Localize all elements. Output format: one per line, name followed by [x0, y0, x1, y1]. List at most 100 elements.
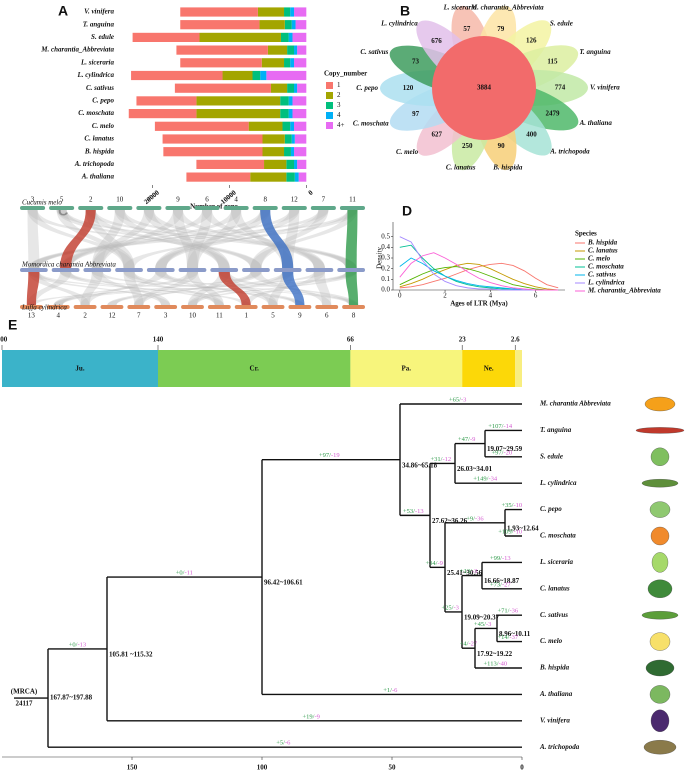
venn-value: 120: [403, 84, 414, 92]
synteny-link: [26, 272, 357, 305]
synteny-link: [218, 272, 278, 305]
synteny-link: [60, 272, 305, 305]
legend-label: 1: [337, 81, 341, 89]
chromosome-label: 1: [244, 312, 248, 320]
bar-segment: [128, 109, 197, 119]
bar-segment: [280, 96, 289, 106]
bar-segment: [294, 121, 307, 131]
gain-label: +9/: [466, 515, 475, 522]
node-age-label: 167.87~197.88: [50, 694, 93, 702]
bar-segment: [288, 96, 293, 106]
category-label: C. lanatus: [84, 135, 114, 143]
synteny-link: [28, 210, 329, 268]
chromosome: [242, 268, 270, 272]
chromosome-label: 5: [271, 312, 275, 320]
bar-segment: [270, 83, 288, 93]
bar-segment: [287, 45, 295, 55]
synteny-link: [28, 272, 171, 305]
loss-label: -19: [331, 452, 340, 459]
chromosome: [234, 305, 258, 309]
synteny-link: [123, 272, 224, 305]
venn-label: B. hispida: [492, 164, 523, 172]
bar-segment: [292, 32, 307, 42]
synteny-link: [80, 272, 167, 305]
chromosome: [223, 206, 249, 210]
venn-label: L. cylindrica: [380, 20, 418, 28]
synteny-link: [56, 210, 357, 268]
gain-label: +113/: [484, 660, 499, 667]
chromosome-label: 5: [60, 196, 64, 204]
gain-label: +99/: [490, 555, 502, 562]
synteny-link: [28, 210, 300, 268]
leaf-image: [651, 552, 669, 573]
y-tick-label: 0.1: [381, 275, 390, 283]
node-age-label: 16.66~18.87: [484, 577, 520, 585]
node-age-label: 26.03~34.01: [457, 465, 493, 473]
chromosome-label: 7: [322, 196, 326, 204]
gain-label: +107/: [488, 423, 503, 430]
leaf-name: T. anguina: [540, 426, 572, 434]
panel-label: A: [58, 3, 68, 19]
gain-label: +47/: [458, 436, 470, 443]
synteny-link: [114, 210, 357, 268]
chromosome: [310, 206, 336, 210]
timeline-tick-label: 66: [347, 336, 355, 344]
chromosome: [20, 268, 48, 272]
leaf-name: A. trichopoda: [539, 743, 580, 751]
legend-label: 2: [337, 91, 341, 99]
venn-value: 90: [498, 142, 506, 150]
chromosome: [115, 268, 143, 272]
bar-segment: [294, 7, 307, 17]
synteny-link: [155, 272, 359, 305]
synteny-link: [60, 210, 213, 268]
synteny-link: [313, 272, 332, 305]
synteny-link: [187, 272, 357, 305]
synteny-link: [91, 210, 154, 268]
bar-segment: [163, 147, 263, 157]
chromosome: [273, 268, 302, 272]
panel-label: C: [58, 203, 68, 219]
bar-segment: [295, 20, 307, 30]
node-age-label: 19.09~20.37: [464, 614, 500, 622]
synteny-link: [60, 210, 96, 268]
category-label: C. sativus: [86, 84, 114, 92]
loss-label: -11: [185, 570, 193, 577]
leaf-image: [650, 447, 670, 466]
bar-segment: [180, 20, 260, 30]
bar-segment: [196, 159, 265, 169]
chromosome: [83, 268, 112, 272]
y-tick-label: 0.5: [381, 232, 390, 240]
venn-value: 627: [432, 131, 443, 139]
bar-segment: [294, 83, 298, 93]
bar-segment: [290, 121, 295, 131]
synteny-link: [60, 210, 271, 268]
bar-segment: [267, 45, 288, 55]
loss-label: -3: [461, 396, 466, 403]
legend-label: B. hispida: [587, 239, 618, 247]
synteny-link: [260, 210, 294, 268]
bar-segment: [287, 83, 295, 93]
loss-label: -27: [502, 581, 511, 588]
gain-label: +65/: [449, 396, 461, 403]
venn-center-value: 3884: [477, 84, 492, 92]
tree-axis-label: 150: [127, 764, 138, 772]
bar-segment: [290, 147, 295, 157]
legend-title: Copy_number: [324, 70, 367, 78]
loss-label: -9: [470, 436, 475, 443]
chromosome: [49, 206, 75, 210]
synteny-link: [155, 210, 300, 268]
chromosome: [107, 206, 133, 210]
synteny-link: [282, 272, 305, 305]
node-age-label: 19.07~29.59: [487, 445, 523, 453]
bar-segment: [291, 20, 296, 30]
y-tick-label: 0.3: [381, 254, 390, 262]
node-age-label: 17.92~19.22: [477, 650, 513, 658]
chromosome-label: 4: [57, 312, 61, 320]
venn-value: 57: [463, 25, 471, 33]
density-line: [399, 262, 559, 291]
venn-label: M. charantia_Abbreviata: [470, 4, 544, 12]
legend-label: 4: [337, 111, 341, 119]
synteny-link: [28, 272, 251, 305]
gain-label: +0/: [176, 570, 185, 577]
synteny-link: [91, 210, 183, 268]
